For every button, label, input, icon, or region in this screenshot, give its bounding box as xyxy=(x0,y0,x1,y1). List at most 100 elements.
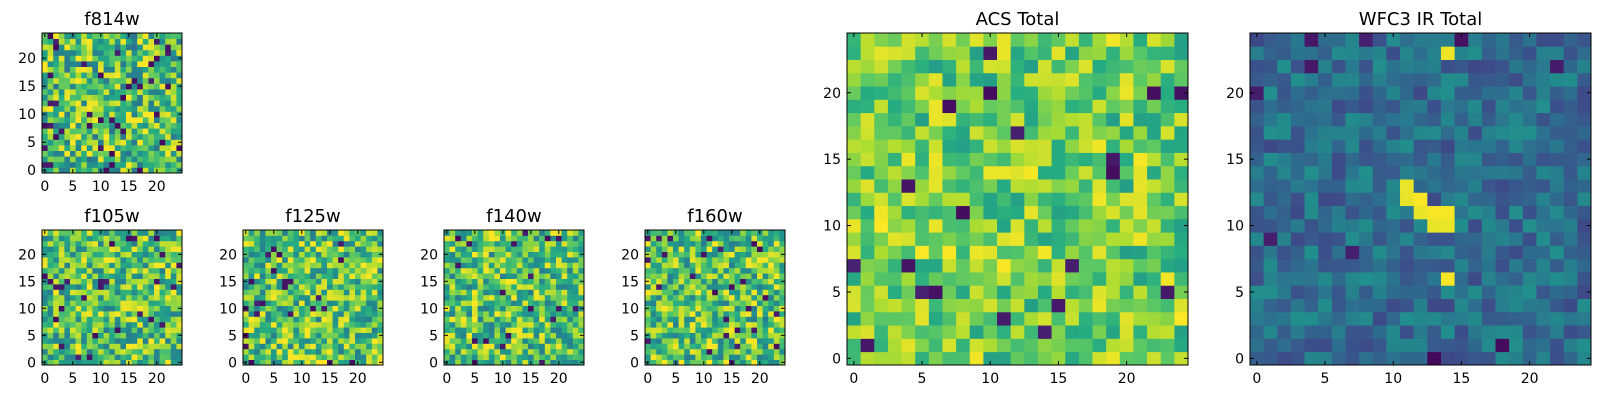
heatmap-cell xyxy=(137,354,144,360)
heatmap-cell xyxy=(287,267,294,274)
heatmap-cell xyxy=(544,251,551,258)
heatmap-cell xyxy=(983,46,998,60)
heatmap-cell xyxy=(154,105,160,112)
heatmap-cell xyxy=(1304,258,1319,273)
heatmap-cell xyxy=(315,251,322,258)
heatmap-cell xyxy=(86,284,93,290)
heatmap-cell xyxy=(377,257,384,263)
heatmap-cell xyxy=(1440,351,1455,366)
heatmap-cell xyxy=(287,359,294,366)
heatmap-cell xyxy=(58,105,65,112)
heatmap-cell xyxy=(103,66,110,73)
heatmap-cell xyxy=(103,156,110,163)
heatmap-cell xyxy=(137,348,144,355)
heatmap-cell xyxy=(148,273,155,279)
heatmap-cell xyxy=(1536,152,1551,167)
heatmap-cell xyxy=(1119,86,1134,100)
heatmap-cell xyxy=(98,133,104,140)
heatmap-cell xyxy=(901,258,916,273)
heatmap-cell xyxy=(887,99,902,114)
heatmap-cell xyxy=(120,294,127,301)
x-tick-label: 15 xyxy=(522,371,540,387)
heatmap-cell xyxy=(148,161,155,168)
heatmap-cell xyxy=(740,327,747,333)
heatmap-cell xyxy=(1160,272,1175,286)
heatmap-cell xyxy=(58,321,65,328)
heatmap-cell xyxy=(126,343,132,350)
heatmap-cell xyxy=(47,128,54,135)
heatmap-cell xyxy=(86,354,93,360)
heatmap-cell xyxy=(1386,205,1401,220)
heatmap-cell xyxy=(170,94,177,101)
heatmap-cell xyxy=(248,289,255,296)
heatmap-cell xyxy=(712,300,719,306)
heatmap-cell xyxy=(338,235,345,242)
heatmap-cell xyxy=(734,240,741,247)
heatmap-cell xyxy=(956,99,971,114)
heatmap-cell xyxy=(176,300,183,306)
heatmap-cell xyxy=(176,133,183,140)
heatmap-cell xyxy=(1065,72,1080,87)
x-tick-label: 5 xyxy=(68,179,77,195)
heatmap-cell xyxy=(1522,99,1537,114)
heatmap-cell xyxy=(734,294,741,301)
heatmap-cell xyxy=(70,133,76,140)
heatmap-cell xyxy=(1106,298,1121,313)
y-tick-label: 5 xyxy=(832,285,841,301)
y-tick-label: 0 xyxy=(27,355,36,371)
heatmap-cell xyxy=(773,289,780,296)
heatmap-cell xyxy=(159,117,166,123)
heatmap-cell xyxy=(1522,139,1537,153)
heatmap-cell xyxy=(449,359,456,366)
heatmap-cell xyxy=(1024,46,1039,60)
heatmap-cell xyxy=(500,305,506,312)
heatmap-cell xyxy=(42,117,48,123)
heatmap-cell xyxy=(1372,338,1387,353)
heatmap-cell xyxy=(460,343,467,350)
heatmap-cell xyxy=(1024,272,1039,286)
heatmap-cell xyxy=(661,267,668,274)
heatmap-cell xyxy=(1078,218,1093,233)
heatmap-cell xyxy=(371,273,378,279)
heatmap-cell xyxy=(1345,86,1360,100)
heatmap-cell xyxy=(176,246,183,252)
heatmap-cell xyxy=(1440,86,1455,100)
heatmap-cell xyxy=(1550,72,1565,87)
heatmap-cell xyxy=(650,359,657,366)
heatmap-cell xyxy=(360,246,367,252)
heatmap-cell xyxy=(1174,72,1189,87)
heatmap-cell xyxy=(109,77,116,84)
heatmap-cell xyxy=(673,278,679,285)
heatmap-cell xyxy=(103,289,110,296)
heatmap-cell xyxy=(449,251,456,258)
heatmap-cell xyxy=(1092,298,1107,313)
heatmap-cell xyxy=(148,316,155,323)
heatmap-cell xyxy=(1147,152,1162,167)
heatmap-cell xyxy=(1263,59,1278,74)
heatmap-cell xyxy=(500,332,506,339)
heatmap-cell xyxy=(243,240,249,247)
heatmap-cell xyxy=(92,316,99,323)
heatmap-cell xyxy=(131,133,138,140)
heatmap-cell xyxy=(1345,218,1360,233)
heatmap-cell xyxy=(1454,59,1469,74)
heatmap-cell xyxy=(120,348,127,355)
heatmap-cell xyxy=(58,156,65,163)
heatmap-cell xyxy=(259,316,266,323)
heatmap-cell xyxy=(53,117,60,123)
heatmap-cell xyxy=(159,316,166,323)
heatmap-cell xyxy=(1563,232,1578,246)
heatmap-cell xyxy=(567,359,574,366)
heatmap-cell xyxy=(1427,46,1442,60)
heatmap-cell xyxy=(751,273,758,279)
heatmap-cell xyxy=(449,262,456,269)
heatmap-cell xyxy=(740,257,747,263)
heatmap-cell xyxy=(1078,59,1093,74)
heatmap-cell xyxy=(734,311,741,317)
heatmap-cell xyxy=(701,294,707,301)
heatmap-cell xyxy=(561,311,568,317)
heatmap-cell xyxy=(1359,311,1374,326)
heatmap-cell xyxy=(1413,46,1428,60)
heatmap-cell xyxy=(109,122,116,129)
heatmap-cell xyxy=(1263,46,1278,60)
